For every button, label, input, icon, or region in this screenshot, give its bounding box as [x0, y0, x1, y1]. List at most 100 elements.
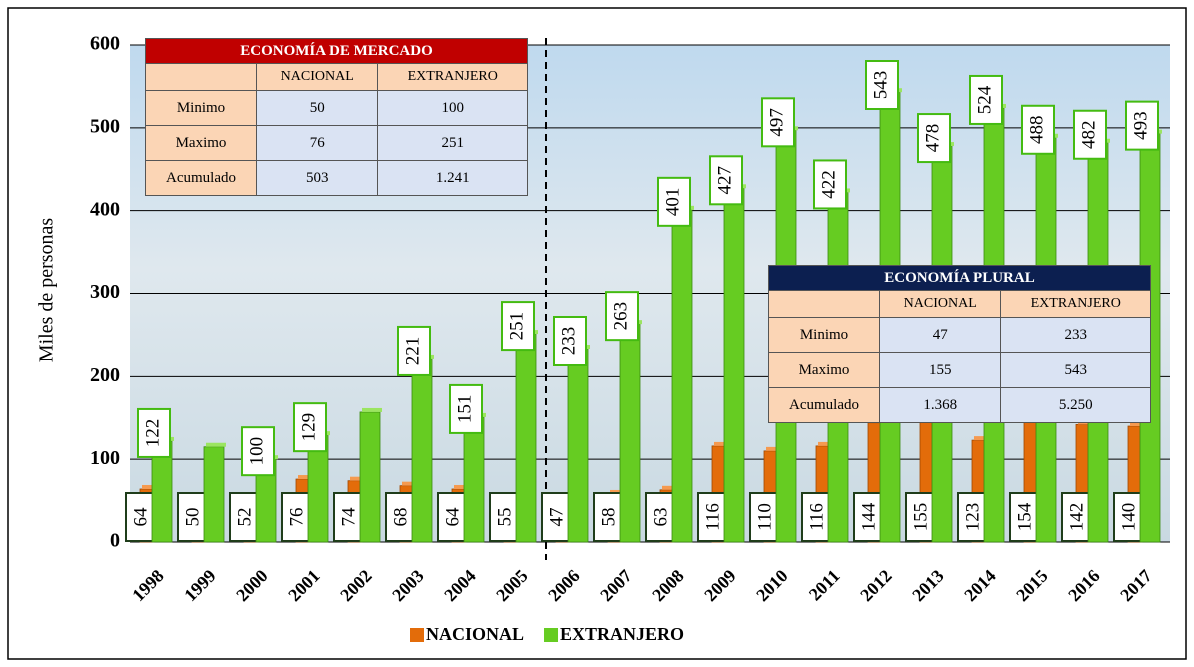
x-tick-label: 2014 [960, 566, 1000, 606]
frame [7, 7, 1187, 660]
bar-top [662, 485, 676, 490]
bar-top [1130, 422, 1144, 427]
bar-top [206, 442, 226, 447]
data-label: 100 [246, 437, 267, 466]
column-header: EXTRANJERO [1000, 290, 1151, 318]
y-axis-label: Miles de personas [36, 218, 58, 363]
data-label: 144 [858, 502, 879, 531]
row-label: Maximo [768, 352, 880, 388]
data-label: 422 [818, 170, 839, 199]
header-row: NACIONAL EXTRANJERO [145, 63, 528, 91]
data-label-box [137, 407, 171, 458]
data-label: 76 [286, 508, 307, 527]
data-label: 116 [702, 503, 723, 531]
data-label: 221 [402, 337, 423, 366]
x-tick-label: 2017 [1116, 566, 1156, 606]
table-cell: 76 [255, 125, 379, 161]
x-tick-label: 2000 [232, 566, 272, 606]
legend-swatch [544, 628, 559, 642]
bar [671, 209, 693, 543]
data-label: 524 [974, 85, 995, 114]
bar-top [362, 407, 382, 412]
data-label: 50 [182, 508, 203, 527]
column-header: NACIONAL [255, 63, 379, 91]
title-row: ECONOMÍA DE MERCADO [145, 38, 528, 64]
y-tick-label: 100 [90, 447, 120, 469]
data-label-box [1021, 104, 1055, 155]
bar [567, 348, 589, 543]
y-tick-label: 0 [110, 530, 120, 552]
x-tick-label: 2016 [1064, 566, 1104, 606]
data-label-box [397, 325, 431, 376]
header-cell [768, 290, 880, 318]
data-label: 543 [870, 71, 891, 100]
data-label: 110 [754, 503, 775, 531]
x-tick-label: 2013 [908, 566, 948, 606]
data-label: 478 [922, 124, 943, 153]
data-label-box [813, 159, 847, 210]
row-label: Acumulado [768, 387, 880, 423]
data-label-box [449, 383, 483, 434]
x-tick-label: 2007 [596, 566, 636, 606]
data-label: 154 [1014, 502, 1035, 531]
data-label-box [241, 426, 275, 477]
bar [203, 446, 225, 543]
y-tick-label: 600 [90, 33, 120, 55]
bar-top [142, 484, 156, 489]
table-cell: 155 [878, 352, 1002, 388]
data-label: 155 [910, 503, 931, 532]
x-tick-label: 2004 [440, 566, 480, 606]
x-tick-label: 1999 [180, 566, 220, 606]
table-cell: 50 [255, 90, 379, 126]
bar [619, 323, 641, 543]
data-label: 74 [338, 507, 359, 527]
x-tick-label: 2003 [388, 566, 428, 606]
data-label-box [761, 97, 795, 148]
data-label: 263 [610, 302, 631, 331]
table-title: ECONOMÍA DE MERCADO [145, 38, 528, 64]
data-label: 58 [598, 508, 619, 527]
x-tick-label: 2008 [648, 566, 688, 606]
data-label-box [501, 301, 535, 352]
bar [723, 187, 745, 543]
bar [359, 411, 381, 543]
data-label: 129 [298, 413, 319, 442]
header-row: NACIONAL EXTRANJERO [768, 290, 1151, 318]
bar-top [974, 436, 988, 441]
bar-top [766, 446, 780, 451]
x-tick-label: 2005 [492, 566, 532, 606]
data-label-box [1073, 109, 1107, 160]
data-label: 488 [1026, 116, 1047, 145]
data-label: 122 [142, 419, 163, 448]
table-row: Maximo 155 543 [768, 352, 1151, 388]
table-row: Maximo 76 251 [145, 125, 528, 161]
data-label-box [865, 60, 899, 110]
table-cell: 47 [878, 317, 1002, 353]
x-tick-label: 1998 [128, 566, 168, 606]
y-tick-label: 500 [90, 115, 120, 137]
legend-label: EXTRANJERO [560, 624, 684, 644]
table-row: Acumulado 503 1.241 [145, 160, 528, 196]
row-label: Minimo [145, 90, 257, 126]
data-label: 482 [1078, 120, 1099, 149]
x-tick-label: 2006 [544, 566, 584, 606]
data-label: 142 [1066, 503, 1087, 532]
data-label: 64 [442, 507, 463, 527]
row-label: Maximo [145, 125, 257, 161]
data-label: 140 [1118, 503, 1139, 532]
data-label-box [709, 155, 743, 206]
bar [411, 358, 433, 543]
data-label-box [969, 74, 1003, 125]
data-label: 63 [650, 508, 671, 527]
data-label: 151 [454, 395, 475, 424]
table-cell: 543 [1000, 352, 1151, 388]
column-header: EXTRANJERO [377, 63, 528, 91]
data-label: 251 [506, 312, 527, 341]
data-label: 68 [390, 508, 411, 527]
data-label: 233 [558, 327, 579, 356]
table-cell: 1.368 [878, 387, 1002, 423]
stats-table: ECONOMÍA PLURAL NACIONAL EXTRANJERO Minimo 4… [768, 265, 1151, 423]
table-row: Minimo 47 233 [768, 317, 1151, 353]
y-tick-label: 300 [90, 281, 120, 303]
